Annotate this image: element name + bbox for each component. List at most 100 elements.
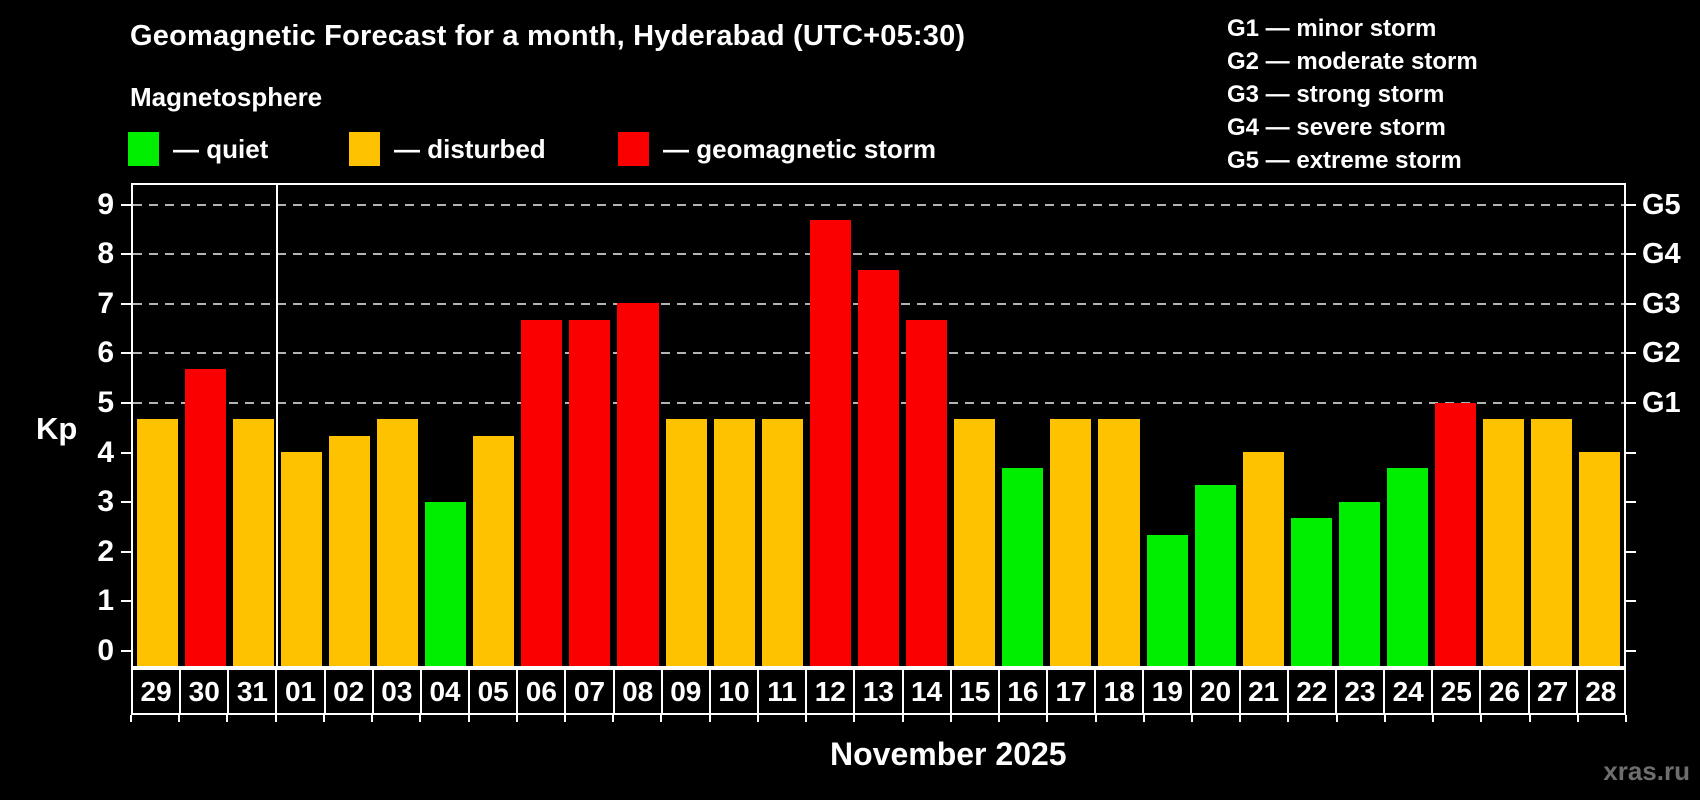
y-tick-label-1: 1 [97,584,114,618]
left-tick-kp2 [121,550,131,553]
y-tick-label-9: 9 [97,187,114,221]
date-axis-row: 29 30 31 01 02 03 04 05 06 07 08 09 10 11 12 13 14 15 16 17… [131,668,1626,715]
gridline-kp9 [133,203,1624,206]
date-cell-29: 29 [133,670,182,713]
right-tick-kp9 [1626,203,1636,206]
date-boundary-tick [853,715,856,722]
kp-bar-day-14 [906,319,948,666]
kp-bar-day-13 [857,270,900,666]
date-cell-14: 14 [904,670,952,713]
kp-bar-day-12 [809,220,851,666]
right-tick-kp2 [1626,550,1636,553]
left-tick-kp8 [121,253,131,256]
date-cell-19: 19 [1144,670,1193,713]
right-axis-label-g2: G2 [1642,337,1681,370]
chart-subtitle: Magnetosphere [130,82,323,112]
date-boundary-tick [1480,715,1483,722]
y-tick-label-3: 3 [97,485,114,519]
month-boundary-line [276,185,279,666]
y-tick-label-7: 7 [97,286,114,320]
date-boundary-tick [998,715,1001,722]
left-tick-kp7 [121,302,131,305]
date-cell-17: 17 [1048,670,1097,713]
kp-bar-day-25 [1435,402,1477,666]
g4-legend-entry: G4 — severe storm [1227,114,1446,141]
right-axis-label-g5: G5 [1642,188,1681,221]
legend-item-disturbed: — disturbed [349,131,546,167]
date-boundary-tick [1625,715,1627,722]
kp-bar-day-20 [1194,485,1236,666]
y-tick-label-4: 4 [97,435,114,469]
y-tick-label-2: 2 [97,534,114,568]
date-cell-05: 05 [470,670,519,713]
date-boundary-tick [1528,715,1531,722]
left-tick-kp1 [121,600,131,603]
date-cell-15: 15 [952,670,1000,713]
date-cell-09: 09 [663,670,711,713]
date-cell-10: 10 [711,670,760,713]
date-boundary-tick [805,715,808,722]
date-boundary-tick [660,715,663,722]
chart-title: Geomagnetic Forecast for a month, Hydera… [130,20,966,52]
y-tick-label-0: 0 [97,634,114,667]
date-boundary-tick [1142,715,1145,722]
date-boundary-tick [371,715,374,722]
watermark: xras.ru [1603,756,1690,786]
right-axis-label-g3: G3 [1642,287,1681,320]
date-boundary-tick [1046,715,1049,722]
kp-bar-day-03 [376,418,419,666]
kp-bar-day-18 [1098,418,1140,666]
legend-item-storm: — geomagnetic storm [618,131,936,167]
g-scale-legend: G1 — minor storm G2 — moderate storm G3 … [1227,12,1478,177]
date-cell-01: 01 [277,670,326,713]
kp-bar-day-07 [569,319,611,666]
date-boundary-tick [1576,715,1579,722]
kp-bar-day-24 [1387,468,1429,666]
kp-bar-day-28 [1579,452,1621,666]
storm-color-swatch [618,132,649,166]
left-tick-kp6 [121,352,131,355]
date-boundary-tick [1432,715,1435,722]
date-cell-20: 20 [1192,670,1241,713]
date-cell-23: 23 [1337,670,1386,713]
kp-bar-day-31 [232,418,274,666]
kp-bar-day-19 [1146,534,1188,666]
right-tick-kp8 [1626,253,1636,256]
left-tick-kp9 [121,203,131,206]
right-tick-kp3 [1626,501,1636,504]
date-cell-18: 18 [1096,670,1145,713]
date-cell-11: 11 [759,670,808,713]
date-boundary-tick [708,715,711,722]
kp-bar-day-22 [1290,518,1332,666]
kp-bar-day-27 [1531,418,1573,666]
kp-bar-day-30 [184,369,226,666]
date-cell-16: 16 [1000,670,1048,713]
legend-label-quiet: — quiet [173,133,269,164]
date-cell-24: 24 [1385,670,1434,713]
date-cell-21: 21 [1241,670,1289,713]
date-boundary-tick [322,715,325,722]
date-boundary-tick [949,715,952,722]
date-boundary-tick [130,715,132,722]
quiet-color-swatch [128,132,159,166]
date-cell-04: 04 [422,670,471,713]
y-tick-label-5: 5 [97,386,114,419]
gridline-kp8 [133,253,1624,256]
date-cell-12: 12 [807,670,856,713]
kp-bar-day-16 [1002,468,1044,666]
date-boundary-tick [1239,715,1242,722]
date-cell-22: 22 [1289,670,1337,713]
date-cell-27: 27 [1530,670,1578,713]
kp-bar-day-21 [1242,452,1284,666]
date-boundary-tick [226,715,229,722]
left-tick-kp3 [121,501,131,504]
date-boundary-tick [564,715,567,722]
right-tick-kp0 [1626,650,1636,652]
date-cell-03: 03 [374,670,422,713]
right-tick-kp4 [1626,451,1636,454]
date-boundary-tick [756,715,759,722]
y-tick-label-8: 8 [97,237,114,271]
date-boundary-tick [419,715,422,722]
date-boundary-tick [1383,715,1386,722]
